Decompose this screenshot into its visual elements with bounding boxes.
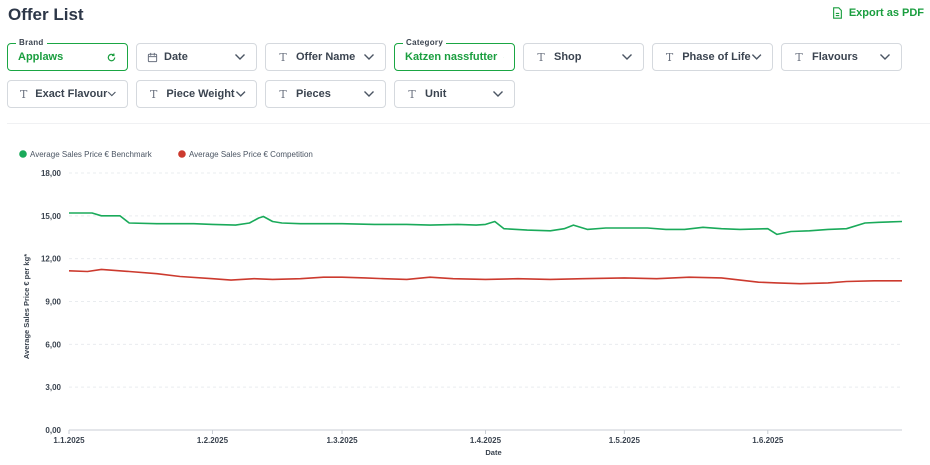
text-icon: T	[279, 87, 287, 101]
page-title: Offer List	[8, 5, 84, 24]
series-line-benchmark	[69, 212, 903, 236]
legend-entry: Average Sales Price € Competition	[189, 150, 313, 159]
filter-pieces-label: Pieces	[296, 88, 331, 100]
filter-unit-label: Unit	[425, 88, 447, 100]
text-icon: T	[537, 50, 545, 64]
x-tick-label: 1.1.2025	[53, 436, 85, 445]
text-icon: T	[149, 87, 158, 101]
x-tick-label: 1.3.2025	[326, 436, 358, 445]
chevron-down-icon	[108, 91, 117, 97]
filter-date[interactable]: Date	[136, 43, 257, 71]
x-tick-label: 1.6.2025	[752, 436, 784, 445]
chevron-down-icon	[235, 54, 245, 60]
text-icon: T	[795, 50, 803, 64]
text-icon: T	[665, 50, 674, 64]
x-tick-label: 1.5.2025	[609, 436, 641, 445]
text-icon: T	[279, 50, 287, 64]
export-pdf-label: Export as PDF	[848, 7, 924, 19]
y-tick-label: 3,00	[45, 383, 61, 392]
filter-brand-value: Applaws	[18, 51, 64, 63]
series-line-competition	[68, 268, 902, 285]
filter-exact-flavour[interactable]: T Exact Flavour	[7, 80, 128, 108]
text-icon: T	[19, 87, 28, 101]
clear-icon[interactable]	[503, 52, 504, 63]
filter-shop[interactable]: T Shop	[523, 43, 644, 71]
legend-marker	[19, 150, 27, 158]
chevron-down-icon	[364, 91, 374, 97]
filter-brand-caption: Brand	[16, 38, 47, 47]
filter-piece-weight-label: Piece Weight	[166, 88, 235, 100]
filter-category[interactable]: Category Katzen nassfutter	[394, 38, 515, 71]
y-tick-label: 9,00	[45, 298, 61, 307]
y-tick-label: 15,00	[41, 212, 62, 221]
filter-unit[interactable]: T Unit	[394, 80, 515, 108]
filter-flavours-label: Flavours	[812, 51, 858, 63]
x-tick-label: 1.2.2025	[197, 436, 229, 445]
y-axis-title: Average Sales Price € per kg*	[22, 254, 31, 359]
x-tick-label: 1.4.2025	[470, 436, 502, 445]
filter-category-caption: Category	[403, 38, 447, 47]
filter-pieces[interactable]: T Pieces	[265, 80, 386, 108]
filter-piece-weight[interactable]: T Piece Weight	[136, 80, 257, 108]
filter-date-label: Date	[164, 51, 188, 63]
legend-marker	[178, 150, 186, 158]
export-pdf-button[interactable]: Export as PDF	[832, 7, 924, 19]
filter-phase-of-life[interactable]: T Phase of Life	[652, 43, 773, 71]
reset-icon[interactable]	[106, 52, 117, 63]
chevron-down-icon	[751, 54, 762, 60]
filter-flavours[interactable]: T Flavours	[781, 43, 902, 71]
chevron-down-icon	[622, 54, 632, 60]
y-tick-label: 6,00	[45, 340, 61, 349]
y-tick-label: 0,00	[45, 426, 61, 435]
legend-entry: Average Sales Price € Benchmark	[30, 150, 153, 159]
page-header: Offer List Export as PDF	[0, 0, 930, 34]
x-axis-title: Date	[485, 448, 501, 457]
price-chart-card: Average Sales Price € Benchmark Average S…	[7, 123, 930, 465]
chevron-down-icon	[493, 91, 503, 97]
chevron-down-icon	[880, 54, 890, 60]
price-line-chart: Average Sales Price € Benchmark Average S…	[19, 150, 903, 457]
filter-category-value: Katzen nassfutter	[405, 51, 498, 63]
filter-phase-of-life-label: Phase of Life	[682, 51, 751, 63]
calendar-icon	[147, 52, 158, 62]
filter-exact-flavour-label: Exact Flavour	[35, 88, 108, 100]
filter-offer-name[interactable]: T Offer Name	[265, 43, 386, 71]
filter-brand[interactable]: Brand Applaws	[7, 38, 128, 71]
text-icon: T	[408, 87, 416, 101]
y-tick-label: 12,00	[41, 255, 62, 264]
y-tick-label: 18,00	[41, 169, 62, 178]
filter-offer-name-label: Offer Name	[296, 51, 356, 63]
chevron-down-icon	[364, 54, 374, 60]
filter-shop-label: Shop	[554, 51, 582, 63]
chevron-down-icon	[235, 91, 246, 97]
pdf-file-icon	[832, 7, 842, 19]
